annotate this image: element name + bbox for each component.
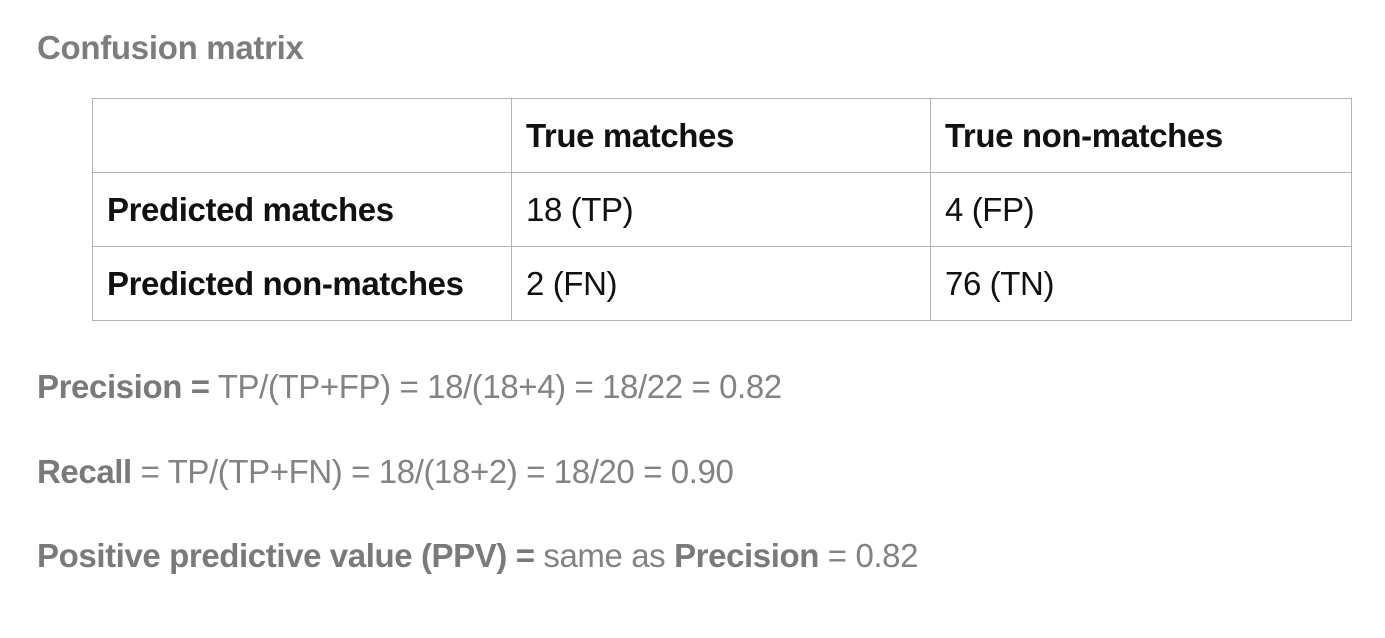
ppv-label: Positive predictive value (PPV) = xyxy=(37,537,535,574)
table-header-row: True matches True non-matches xyxy=(92,98,1352,173)
column-header-true-non-matches: True non-matches xyxy=(930,98,1352,173)
confusion-matrix-table: True matches True non-matches Predicted … xyxy=(92,98,1352,321)
ppv-line: Positive predictive value (PPV) = same a… xyxy=(37,536,918,576)
ppv-text-before: same as xyxy=(534,537,675,574)
table-row: Predicted non-matches 2 (FN) 76 (TN) xyxy=(92,246,1352,321)
row-header-predicted-non-matches: Predicted non-matches xyxy=(92,246,512,321)
table-corner-cell xyxy=(92,98,512,173)
cell-false-positive: 4 (FP) xyxy=(930,172,1352,247)
cell-true-positive: 18 (TP) xyxy=(511,172,931,247)
ppv-precision-reference: Precision xyxy=(674,537,820,574)
recall-line: Recall = TP/(TP+FN) = 18/(18+2) = 18/20 … xyxy=(37,452,734,492)
ppv-text-after: = 0.82 xyxy=(819,537,919,574)
row-header-predicted-matches: Predicted matches xyxy=(92,172,512,247)
section-heading: Confusion matrix xyxy=(37,29,304,66)
precision-formula: TP/(TP+FP) = 18/(18+4) = 18/22 = 0.82 xyxy=(209,368,782,405)
cell-false-negative: 2 (FN) xyxy=(511,246,931,321)
recall-label: Recall xyxy=(37,453,132,490)
precision-line: Precision = TP/(TP+FP) = 18/(18+4) = 18/… xyxy=(37,367,782,407)
precision-label: Precision = xyxy=(37,368,210,405)
recall-formula: = TP/(TP+FN) = 18/(18+2) = 18/20 = 0.90 xyxy=(131,453,734,490)
cell-true-negative: 76 (TN) xyxy=(930,246,1352,321)
table-row: Predicted matches 18 (TP) 4 (FP) xyxy=(92,172,1352,247)
column-header-true-matches: True matches xyxy=(511,98,931,173)
